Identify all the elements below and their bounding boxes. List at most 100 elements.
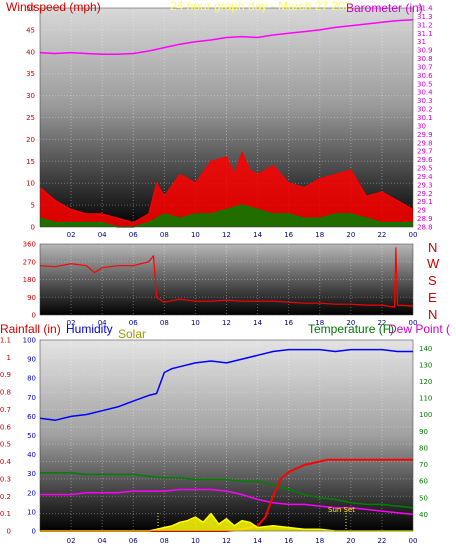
barometer-y-tick-label: 30.1	[417, 114, 433, 122]
weather-x-tick-label: 02	[67, 537, 76, 545]
rainfall-y-tick-label: 1	[7, 354, 11, 362]
direction-x-tick-label: 04	[98, 319, 107, 327]
rainfall-y-tick-label: 0	[7, 528, 11, 536]
rainfall-y-tick-label: 0.1	[0, 510, 11, 518]
weather-x-tick-label: 10	[191, 537, 200, 545]
wind-y-tick-label: 5	[31, 202, 35, 210]
barometer-y-tick-label: 29.9	[417, 131, 433, 139]
wind-y-tick-label: 30	[26, 92, 35, 100]
rainfall-label: Rainfall (in)	[0, 322, 61, 336]
barometer-y-tick-label: 29.8	[417, 139, 433, 147]
wind-x-tick-label: 18	[315, 231, 324, 239]
barometer-y-tick-label: 30.6	[417, 72, 433, 80]
direction-y-tick-label: 270	[23, 258, 36, 266]
weather-x-tick-label: 18	[315, 537, 324, 545]
wind-y-tick-label: 20	[26, 136, 35, 144]
direction-x-tick-label: 10	[191, 319, 200, 327]
compass-e: E	[428, 290, 437, 305]
wind-avg-line-area	[40, 205, 413, 227]
panel-frame	[39, 339, 414, 532]
dew-point-label: Dew Point (	[388, 322, 450, 336]
temperature-y-tick-label: 90	[419, 428, 428, 436]
temperature-y-tick-label: 70	[419, 461, 428, 469]
wind-x-tick-label: 12	[222, 231, 231, 239]
solar-label: Solar	[118, 327, 146, 341]
rainfall-y-tick-label: 0.5	[0, 441, 11, 449]
humidity-y-tick-label: 40	[27, 451, 36, 459]
weather-x-tick-label: 14	[253, 537, 262, 545]
barometer-y-tick-label: 30.7	[417, 63, 433, 71]
temperature-y-tick-label: 140	[419, 345, 432, 353]
barometer-y-tick-label: 29	[417, 207, 426, 215]
direction-x-tick-label: 20	[346, 319, 355, 327]
direction-x-tick-label: 18	[315, 319, 324, 327]
humidity-y-tick-label: 60	[27, 413, 36, 421]
weather-x-tick-label: 06	[129, 537, 138, 545]
temperature-y-tick-label: 100	[419, 411, 432, 419]
temperature-label: Temperature (F)	[308, 322, 394, 336]
wind-x-tick-label: 22	[377, 231, 386, 239]
humidity-y-tick-label: 70	[27, 394, 36, 402]
wind-y-tick-label: 15	[26, 158, 35, 166]
direction-y-tick-label: 90	[27, 294, 36, 302]
direction-x-tick-label: 02	[67, 319, 76, 327]
wind-x-tick-label: 00	[409, 231, 418, 239]
barometer-y-tick-label: 30.9	[417, 47, 433, 55]
weather-x-tick-label: 16	[284, 537, 293, 545]
barometer-line	[39, 19, 414, 56]
temperature-y-tick-label: 40	[419, 511, 428, 519]
barometer-y-tick-label: 29.5	[417, 165, 433, 173]
wind-x-tick-label: 20	[346, 231, 355, 239]
barometer-y-tick-label: 29.3	[417, 181, 433, 189]
wind-y-tick-label: 25	[26, 114, 35, 122]
direction-y-tick-label: 180	[23, 276, 36, 284]
wind-gust-line-area	[40, 152, 413, 227]
rainfall-y-tick-label: 0.2	[0, 493, 11, 501]
wind-y-tick-label: 35	[26, 70, 35, 78]
humidity-y-tick-label: 80	[27, 375, 36, 383]
temperature-y-tick-label: 110	[419, 395, 432, 403]
wind-x-tick-label: 14	[253, 231, 262, 239]
temperature-y-tick-label: 130	[419, 361, 432, 369]
humidity-y-tick-label: 10	[27, 508, 36, 516]
windspeed-label: Windspeed (mph)	[6, 0, 101, 14]
barometer-y-tick-label: 30.3	[417, 97, 433, 105]
rainfall-y-tick-label: 0.3	[0, 475, 11, 483]
weather-x-tick-label: 12	[222, 537, 231, 545]
humidity-label: Humidity	[66, 322, 113, 336]
wind-y-tick-label: 40	[26, 48, 35, 56]
barometer-y-tick-label: 31.2	[417, 21, 433, 29]
wind-x-tick-label: 06	[129, 231, 138, 239]
humidity-y-tick-label: 50	[27, 432, 36, 440]
barometer-y-tick-label: 30.5	[417, 80, 433, 88]
weather-x-tick-label: 20	[346, 537, 355, 545]
barometer-label: Barometer (in)	[346, 1, 423, 15]
date-label: 24 hour graph day - March 27 202	[170, 0, 352, 13]
rainfall-y-tick-label: 0.7	[0, 406, 11, 414]
panel-frame	[39, 243, 414, 316]
humidity-line	[39, 348, 413, 421]
barometer-y-tick-label: 28.8	[417, 224, 433, 232]
barometer-y-tick-label: 30.4	[417, 89, 433, 97]
rainfall-y-tick-label: 0.6	[0, 423, 12, 431]
humidity-y-tick-label: 20	[27, 489, 36, 497]
direction-panel-background	[40, 244, 413, 315]
weather-x-tick-label: 22	[377, 537, 386, 545]
compass-n-top: N	[428, 240, 437, 255]
sunset-label: Sun Set	[328, 506, 355, 514]
bottom-panel-background	[40, 340, 413, 531]
temperature-y-tick-label: 50	[419, 494, 428, 502]
panel-frame	[39, 7, 414, 228]
rainfall-y-tick-label: 0.8	[0, 389, 11, 397]
direction-y-tick-label: 0	[32, 312, 36, 320]
wind-direction-line	[39, 247, 414, 308]
temperature-y-tick-label: 120	[419, 378, 432, 386]
barometer-y-tick-label: 29.7	[417, 148, 433, 156]
barometer-y-tick-label: 28.9	[417, 215, 433, 223]
barometer-y-tick-label: 29.2	[417, 190, 433, 198]
direction-y-tick-label: 360	[23, 241, 36, 249]
barometer-y-tick-label: 30	[417, 122, 426, 130]
barometer-y-tick-label: 31.1	[417, 30, 433, 38]
barometer-y-tick-label: 30.2	[417, 106, 433, 114]
